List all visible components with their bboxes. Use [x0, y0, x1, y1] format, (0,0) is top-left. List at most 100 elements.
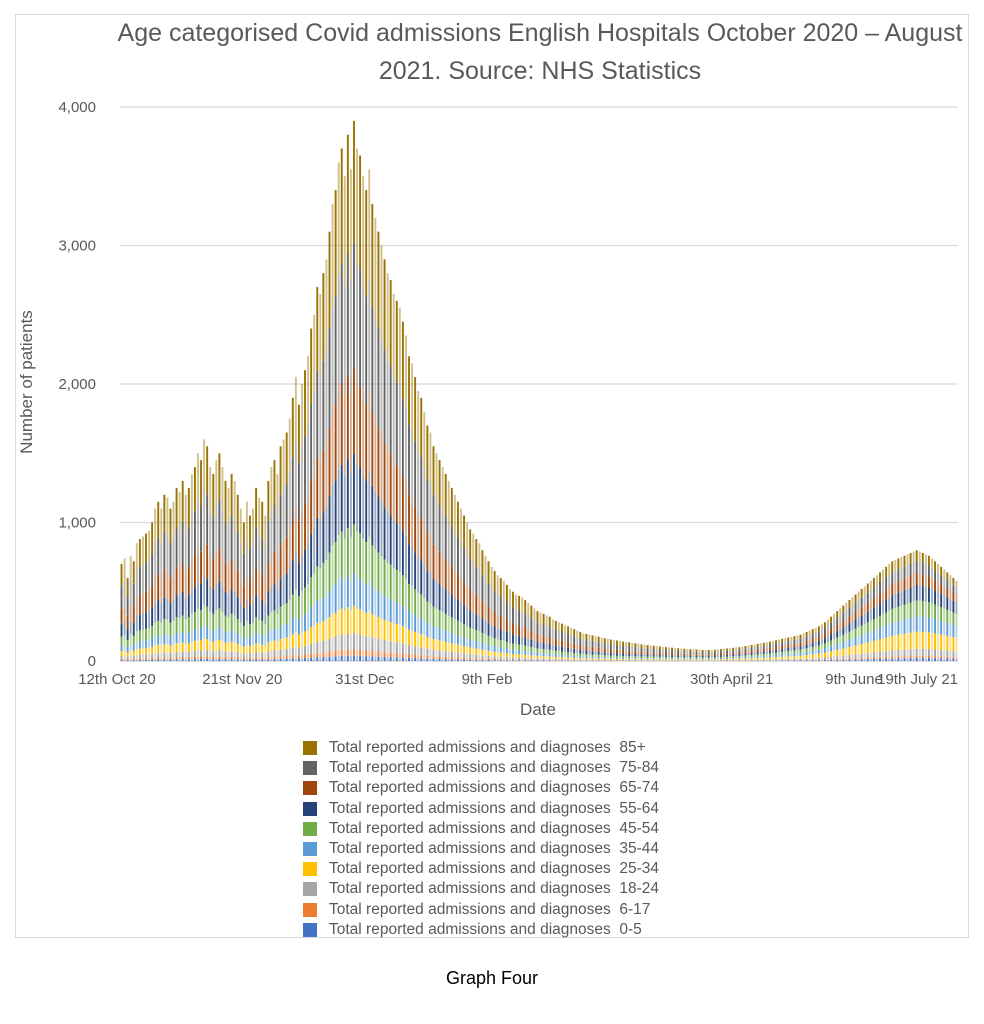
bar-segment-45-54 — [695, 657, 698, 659]
stacked-bar — [340, 148, 343, 661]
bar-segment-85+ — [472, 533, 475, 563]
bar-segment-6-17 — [481, 658, 484, 660]
bar-segment-35-44 — [530, 652, 533, 656]
bar-segment-55-64 — [429, 573, 432, 604]
bar-segment-45-54 — [921, 601, 924, 617]
bar-segment-35-44 — [478, 641, 481, 649]
bar-segment-75-84 — [457, 537, 459, 575]
bar-segment-75-84 — [120, 585, 123, 609]
bar-segment-35-44 — [628, 657, 631, 660]
bar-segment-55-64 — [181, 592, 184, 616]
bar-segment-45-54 — [233, 615, 236, 632]
bar-segment-55-64 — [775, 649, 777, 653]
bar-segment-55-64 — [564, 647, 566, 652]
bar-segment-65-74 — [539, 634, 542, 643]
bar-segment-75-84 — [677, 650, 680, 654]
bar-segment-45-54 — [573, 652, 576, 656]
bar-segment-45-54 — [197, 608, 199, 628]
bar-segment-35-44 — [897, 621, 900, 635]
bar-segment-0-5 — [178, 659, 181, 661]
bar-segment-55-64 — [931, 589, 933, 604]
stacked-bar — [319, 293, 322, 661]
bar-segment-75-84 — [765, 645, 768, 649]
bar-segment-45-54 — [735, 656, 738, 658]
stacked-bar — [876, 575, 878, 661]
stacked-bar — [686, 649, 689, 661]
bar-segment-65-74 — [882, 591, 885, 602]
bar-segment-65-74 — [365, 405, 368, 481]
bar-segment-85+ — [530, 605, 533, 619]
bar-segment-25-34 — [866, 642, 869, 654]
bar-segment-35-44 — [781, 654, 784, 657]
legend-swatch — [303, 842, 317, 857]
bar-segment-0-5 — [432, 658, 435, 661]
bar-segment-18-24 — [512, 657, 514, 660]
bar-segment-35-44 — [276, 630, 279, 642]
bar-segment-18-24 — [209, 650, 212, 657]
bar-segment-85+ — [353, 120, 355, 243]
chart-frame — [15, 14, 969, 938]
bar-segment-6-17 — [435, 656, 438, 659]
stacked-bar — [573, 629, 576, 661]
bar-segment-85+ — [129, 555, 132, 580]
bar-segment-35-44 — [212, 630, 215, 642]
bar-segment-25-34 — [683, 659, 686, 661]
stacked-bar — [245, 501, 248, 661]
bar-segment-0-5 — [869, 659, 872, 661]
bar-segment-55-64 — [340, 464, 343, 532]
bar-segment-0-5 — [334, 656, 337, 661]
bar-segment-45-54 — [288, 599, 291, 622]
bar-segment-18-24 — [787, 658, 790, 661]
bar-segment-65-74 — [753, 650, 756, 653]
bar-segment-18-24 — [233, 651, 236, 658]
bar-segment-85+ — [120, 564, 123, 586]
stacked-bar — [438, 460, 441, 661]
bar-segment-25-34 — [781, 656, 784, 660]
bar-segment-0-5 — [294, 658, 297, 661]
bar-segment-55-64 — [768, 650, 771, 654]
bar-segment-45-54 — [212, 613, 215, 631]
bar-segment-18-24 — [181, 651, 184, 658]
bar-segment-25-34 — [652, 659, 655, 661]
bar-segment-0-5 — [288, 658, 291, 661]
bar-segment-55-64 — [943, 595, 946, 609]
bar-segment-45-54 — [294, 589, 297, 615]
bar-segment-25-34 — [245, 644, 248, 653]
bar-segment-6-17 — [900, 656, 903, 659]
bar-segment-6-17 — [469, 658, 472, 660]
bar-segment-45-54 — [738, 655, 741, 658]
bar-segment-25-34 — [612, 658, 615, 660]
bar-segment-0-5 — [845, 659, 848, 661]
bar-segment-25-34 — [585, 658, 588, 660]
bar-segment-35-44 — [863, 633, 866, 644]
bar-segment-35-44 — [845, 640, 848, 648]
bar-segment-45-54 — [869, 620, 872, 632]
bar-segment-85+ — [487, 561, 490, 584]
bar-segment-35-44 — [258, 634, 261, 645]
bar-segment-65-74 — [588, 646, 591, 651]
bar-segment-18-24 — [915, 648, 918, 656]
bar-segment-75-84 — [775, 643, 777, 648]
stacked-bar — [824, 622, 826, 661]
bar-segment-55-64 — [371, 485, 374, 546]
bar-segment-55-64 — [484, 620, 487, 635]
stacked-bar — [912, 551, 915, 661]
bar-segment-75-84 — [557, 630, 560, 640]
bar-segment-35-44 — [854, 637, 857, 646]
bar-segment-45-54 — [505, 641, 508, 649]
bar-segment-75-84 — [646, 648, 649, 653]
bar-segment-25-34 — [377, 617, 380, 639]
bar-segment-85+ — [732, 647, 735, 651]
bar-segment-85+ — [337, 162, 340, 275]
bar-segment-55-64 — [478, 615, 481, 632]
bar-segment-55-64 — [811, 642, 814, 647]
bar-segment-55-64 — [334, 480, 337, 542]
bar-segment-0-5 — [499, 660, 502, 661]
bar-segment-0-5 — [946, 658, 949, 661]
bar-segment-85+ — [680, 648, 683, 652]
bar-segment-35-44 — [145, 640, 147, 648]
bar-segment-25-34 — [787, 656, 790, 659]
bar-segment-85+ — [814, 627, 817, 633]
bar-segment-65-74 — [304, 502, 306, 550]
bar-segment-85+ — [405, 335, 407, 409]
